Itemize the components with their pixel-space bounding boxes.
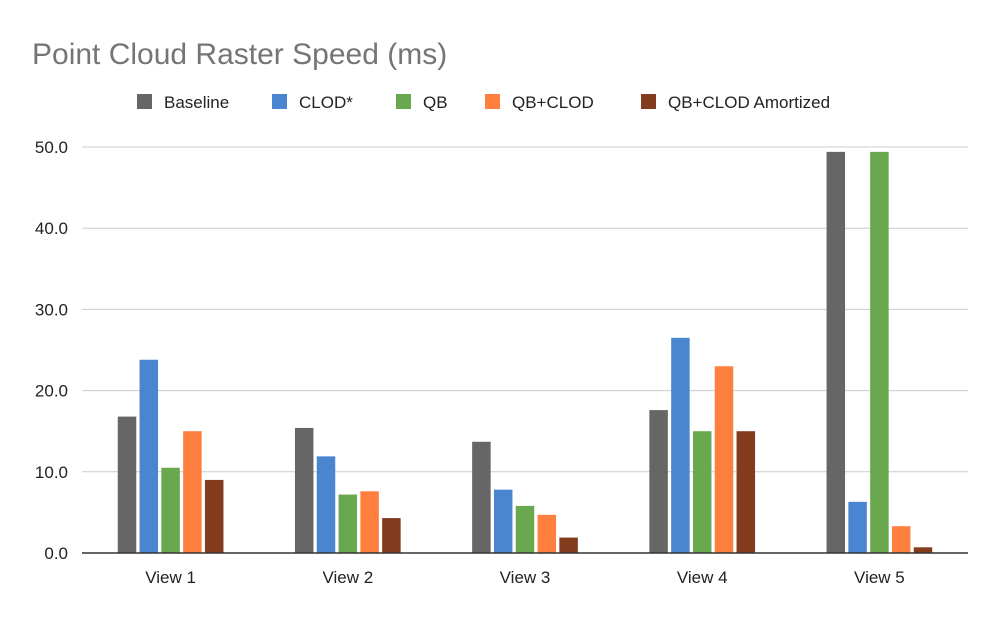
bar-2-4: [559, 537, 578, 553]
x-tick-label-1: View 2: [322, 568, 373, 587]
bar-2-0: [472, 441, 491, 553]
x-tick-label-3: View 4: [677, 568, 728, 587]
bar-2-3: [537, 514, 557, 553]
legend-swatch-0: [137, 94, 152, 109]
legend: Baseline CLOD* QB QB+CLOD QB+CLOD Amortized: [137, 93, 830, 112]
bar-0-1: [139, 359, 159, 553]
legend-label-1: CLOD*: [299, 93, 353, 112]
bar-4-2: [870, 151, 889, 553]
bar-1-2: [338, 494, 358, 553]
legend-swatch-1: [272, 94, 287, 109]
bar-2-2: [515, 505, 535, 553]
bar-4-4: [913, 547, 933, 553]
legend-label-2: QB: [423, 93, 448, 112]
y-tick-label-1: 10.0: [35, 463, 68, 482]
y-tick-label-0: 0.0: [44, 544, 68, 563]
legend-label-0: Baseline: [164, 93, 229, 112]
y-tick-label-5: 50.0: [35, 138, 68, 157]
legend-label-3: QB+CLOD: [512, 93, 594, 112]
bar-1-3: [360, 491, 379, 553]
gridlines: [82, 146, 968, 473]
bars: [117, 151, 933, 553]
bar-1-0: [294, 427, 314, 553]
x-axis: View 1 View 2 View 3 View 4 View 5: [82, 552, 968, 587]
legend-swatch-2: [396, 94, 411, 109]
bar-3-2: [692, 431, 712, 553]
y-axis: 0.0 10.0 20.0 30.0 40.0 50.0: [35, 138, 68, 563]
y-tick-label-4: 40.0: [35, 219, 68, 238]
bar-4-0: [826, 151, 846, 553]
bar-2-1: [493, 489, 513, 553]
x-tick-label-0: View 1: [145, 568, 196, 587]
legend-swatch-3: [485, 94, 500, 109]
x-tick-label-4: View 5: [854, 568, 905, 587]
bar-1-1: [316, 456, 336, 553]
bar-0-4: [204, 479, 224, 553]
legend-label-4: QB+CLOD Amortized: [668, 93, 830, 112]
bar-4-3: [891, 526, 911, 553]
bar-3-3: [714, 366, 734, 553]
legend-swatch-4: [641, 94, 656, 109]
bar-0-3: [183, 431, 202, 553]
bar-0-2: [161, 467, 180, 553]
bar-3-1: [671, 337, 690, 553]
chart-title: Point Cloud Raster Speed (ms): [32, 38, 447, 71]
bar-1-4: [382, 518, 401, 553]
bar-3-0: [649, 410, 668, 553]
y-tick-label-2: 20.0: [35, 382, 68, 401]
y-tick-label-3: 30.0: [35, 300, 68, 319]
x-tick-label-2: View 3: [500, 568, 551, 587]
bar-4-1: [848, 501, 867, 553]
bar-3-4: [736, 431, 756, 553]
bar-0-0: [117, 416, 137, 553]
